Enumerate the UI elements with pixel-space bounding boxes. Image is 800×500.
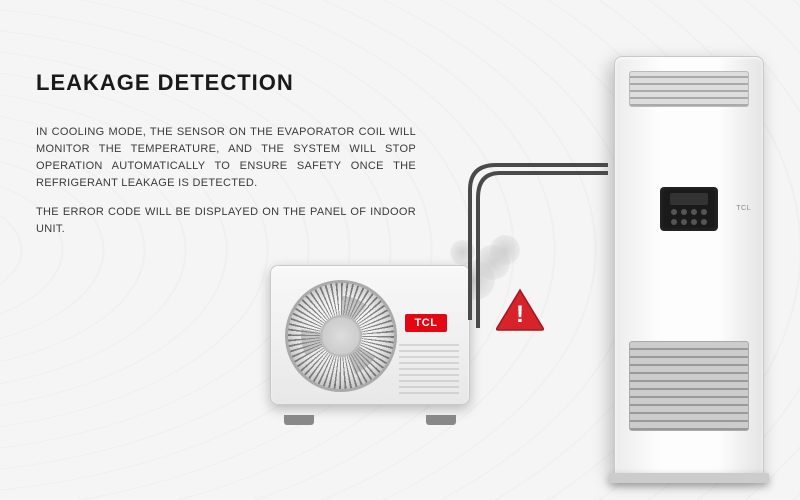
panel-buttons-2 xyxy=(671,219,707,225)
panel-buttons xyxy=(671,209,707,215)
paragraph-1: IN COOLING MODE, THE SENSOR ON THE EVAPO… xyxy=(36,124,416,192)
text-block: LEAKAGE DETECTION IN COOLING MODE, THE S… xyxy=(36,70,416,250)
indoor-unit: TCL xyxy=(614,56,764,476)
page-title: LEAKAGE DETECTION xyxy=(36,70,416,96)
brand-badge: TCL xyxy=(405,314,447,332)
fan-grille xyxy=(285,280,397,392)
indoor-top-vent xyxy=(629,71,749,107)
indoor-bottom-vent xyxy=(629,341,749,431)
outdoor-unit-feet xyxy=(284,415,456,425)
indoor-unit-base xyxy=(609,473,769,483)
brand-label: TCL xyxy=(415,317,438,329)
paragraph-2: THE ERROR CODE WILL BE DISPLAYED ON THE … xyxy=(36,204,416,238)
warning-glyph: ! xyxy=(516,301,524,328)
side-grille xyxy=(399,344,459,394)
error-display xyxy=(670,193,708,205)
outdoor-unit-body: TCL xyxy=(270,265,470,405)
indoor-brand-label: TCL xyxy=(736,205,751,212)
outdoor-unit: TCL xyxy=(270,265,470,415)
description: IN COOLING MODE, THE SENSOR ON THE EVAPO… xyxy=(36,124,416,238)
warning-icon: ! xyxy=(495,288,545,332)
control-panel xyxy=(660,187,718,231)
